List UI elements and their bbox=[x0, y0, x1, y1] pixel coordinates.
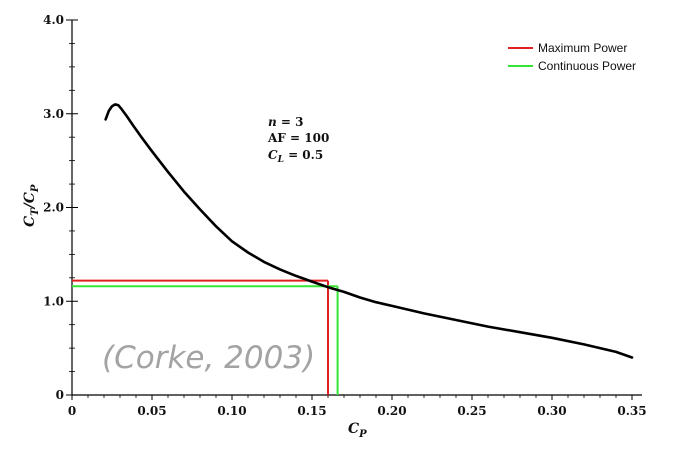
y-axis-label: CT/CP bbox=[22, 184, 41, 227]
x-tick-label: 0.05 bbox=[137, 404, 166, 418]
x-tick-label: 0.20 bbox=[377, 404, 406, 418]
annotation-block: n = 3 AF = 100 CL = 0.5 bbox=[267, 115, 329, 165]
y-ticks: 0 1.0 2.0 3.0 4.0 bbox=[43, 13, 78, 402]
x-tick-label: 0.15 bbox=[297, 404, 326, 418]
x-tick-label: 0.35 bbox=[617, 404, 646, 418]
y-tick-label: 4.0 bbox=[43, 13, 64, 27]
legend: Maximum Power Continuous Power bbox=[508, 41, 636, 73]
annotation-cl: CL = 0.5 bbox=[268, 148, 323, 165]
x-ticks: 0 0.05 0.10 0.15 0.20 0.25 0.30 0.35 bbox=[68, 395, 647, 418]
annotation-af: AF = 100 bbox=[267, 131, 329, 145]
reference-lines bbox=[72, 279, 339, 395]
curves bbox=[104, 103, 634, 359]
x-tick-label: 0.30 bbox=[537, 404, 566, 418]
y-tick-label: 0 bbox=[56, 388, 64, 402]
x-tick-label: 0.25 bbox=[457, 404, 486, 418]
legend-label-cont: Continuous Power bbox=[538, 59, 636, 73]
x-tick-label: 0.10 bbox=[217, 404, 246, 418]
y-tick-label: 3.0 bbox=[43, 107, 64, 121]
watermark-text: (Corke, 2003) bbox=[102, 340, 315, 376]
legend-label-max: Maximum Power bbox=[538, 41, 627, 55]
y-tick-label: 2.0 bbox=[43, 201, 64, 215]
annotation-n: n = 3 bbox=[268, 115, 304, 129]
x-tick-label: 0 bbox=[68, 404, 76, 418]
minor-ticks bbox=[69, 43, 617, 398]
series-line bbox=[104, 103, 634, 359]
y-tick-label: 1.0 bbox=[43, 294, 64, 308]
x-axis-label: CP bbox=[348, 421, 367, 440]
